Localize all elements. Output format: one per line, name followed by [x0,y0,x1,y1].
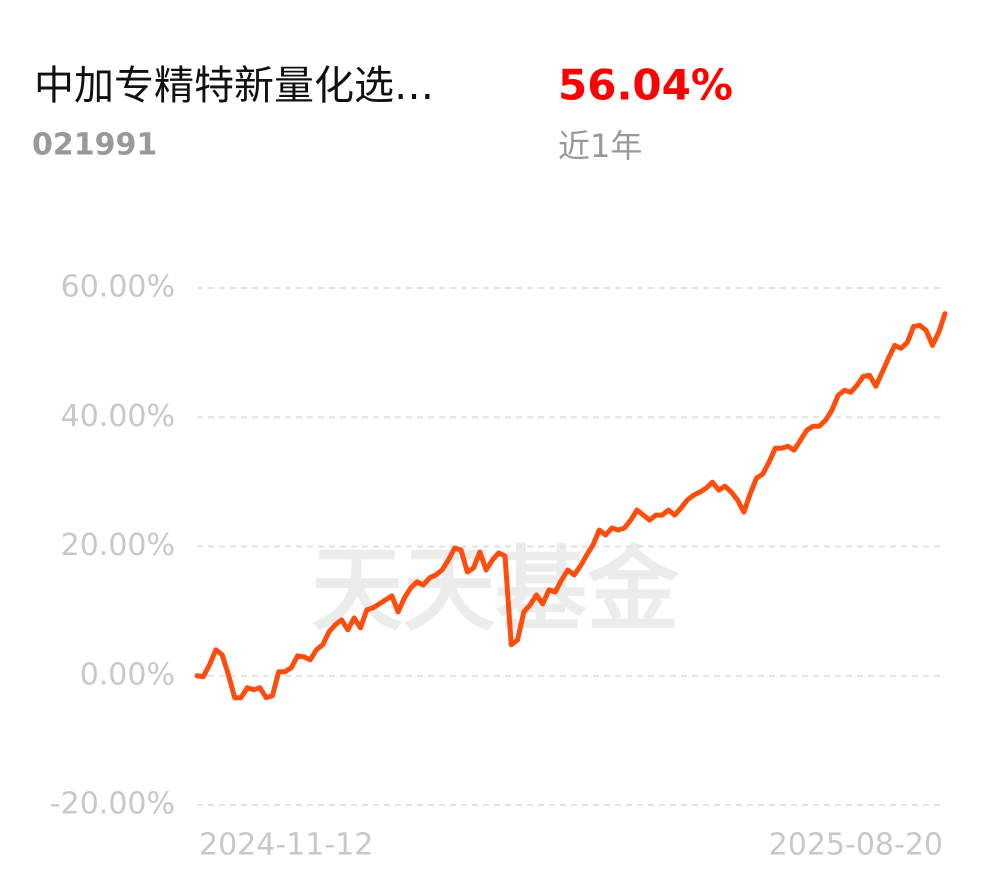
x-tick-label: 2024-11-12 [199,828,373,863]
y-tick-label: 0.00% [80,657,175,692]
watermark: 天天基金 [311,536,680,643]
fund-title: 中加专精特新量化选… [34,63,434,109]
return-value: 56.04% [558,61,733,110]
x-tick-label: 2025-08-20 [769,828,943,863]
y-tick-label: 60.00% [61,270,175,305]
period: 近1年 [558,127,642,165]
line-series [194,311,948,701]
y-tick-label: -20.00% [50,787,175,822]
y-tick-label: 40.00% [61,399,175,434]
fund-code: 021991 [32,128,157,163]
y-tick-label: 20.00% [61,528,175,563]
